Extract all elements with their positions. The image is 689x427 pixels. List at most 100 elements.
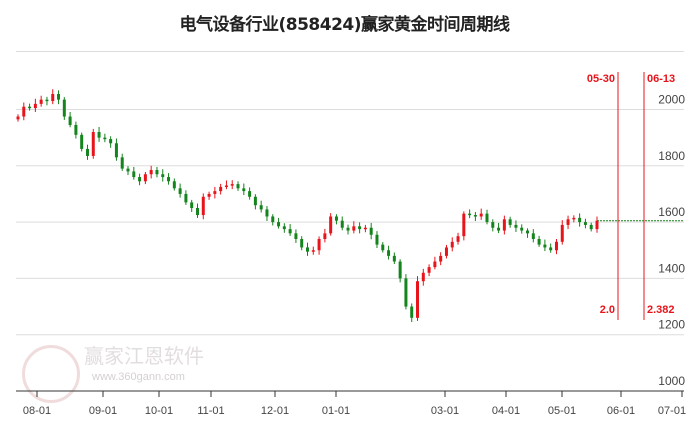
y-tick-label: 2000	[658, 93, 685, 107]
candle-body	[282, 226, 286, 230]
candle-body	[300, 238, 304, 248]
x-tick-label: 09-01	[89, 405, 117, 417]
x-tick-label: 06-01	[607, 405, 635, 417]
candle-body	[358, 226, 362, 230]
candle-body	[91, 132, 95, 156]
candle-body	[253, 196, 257, 206]
candle-body	[85, 148, 89, 156]
candle-body	[143, 174, 147, 182]
y-tick-label: 1200	[658, 318, 685, 332]
candle-body	[444, 247, 448, 256]
chart-title: 电气设备行业(858424)赢家黄金时间周期线	[179, 15, 510, 35]
candle-body	[531, 233, 535, 239]
candle-body	[126, 168, 130, 172]
candle-body	[236, 184, 240, 189]
candle-body	[114, 143, 118, 158]
candle-body	[554, 241, 558, 251]
candle-body	[410, 306, 414, 318]
y-tick-label: 1600	[658, 205, 685, 219]
candle-body	[468, 213, 472, 216]
candle-body	[149, 170, 153, 175]
candle-body	[230, 184, 234, 186]
x-tick-label: 03-01	[431, 405, 459, 417]
candle-body	[207, 193, 211, 197]
candle-body	[427, 267, 431, 273]
x-tick-label: 04-01	[492, 405, 520, 417]
candle-body	[317, 238, 321, 251]
candle-body	[352, 226, 356, 231]
candle-body	[381, 244, 385, 251]
candle-body	[178, 188, 182, 194]
candle-body	[195, 208, 199, 216]
x-tick-label: 01-01	[322, 405, 350, 417]
candle-body	[277, 222, 281, 227]
candle-body	[537, 238, 541, 245]
candle-body	[28, 106, 32, 109]
candle-body	[502, 219, 506, 231]
candle-body	[578, 217, 582, 223]
candle-body	[219, 186, 223, 192]
candle-body	[39, 99, 43, 104]
candle-body	[201, 196, 205, 216]
candle-body	[265, 209, 269, 217]
candle-body	[97, 132, 101, 138]
candle-body	[224, 185, 228, 188]
candle-body	[421, 272, 425, 282]
candle-body	[74, 124, 78, 135]
candle-body	[329, 216, 333, 234]
candle-body	[288, 229, 292, 234]
candle-body	[549, 247, 553, 251]
candle-body	[103, 137, 107, 140]
y-tick-label: 1000	[658, 374, 685, 388]
candle-body	[450, 241, 454, 248]
candle-body	[340, 220, 344, 228]
candle-body	[433, 261, 437, 268]
candle-body	[311, 250, 315, 252]
candle-body	[520, 227, 524, 231]
candle-body	[306, 247, 309, 252]
cycle-date-label: 05-30	[587, 73, 615, 85]
candle-body	[248, 191, 252, 197]
candle-body	[387, 250, 391, 256]
candle-body	[479, 213, 483, 217]
candle-body	[497, 227, 501, 231]
candle-body	[132, 171, 136, 178]
candle-body	[155, 170, 159, 175]
watermark-url: www.360gann.com	[92, 371, 185, 383]
x-tick-label: 07-01	[658, 405, 686, 417]
candle-body	[68, 116, 72, 125]
candle-body	[583, 222, 587, 225]
watermark-brand: 赢家江恩软件	[84, 344, 204, 368]
candle-body	[363, 227, 367, 230]
candle-body	[16, 116, 20, 120]
candle-body	[369, 227, 373, 235]
candle-body	[375, 234, 379, 245]
candle-body	[439, 255, 443, 262]
candle-body	[22, 106, 26, 117]
candle-body	[398, 261, 402, 279]
x-tick-label: 05-01	[548, 405, 576, 417]
candle-body	[184, 193, 188, 203]
candle-body	[167, 177, 171, 182]
candle-body	[456, 236, 460, 242]
candle-body	[485, 213, 489, 223]
candle-body	[572, 217, 576, 220]
candle-body	[271, 216, 275, 223]
candle-body	[213, 191, 217, 194]
candle-body	[120, 157, 124, 169]
candle-body	[392, 255, 396, 262]
candle-body	[161, 174, 165, 178]
candle-body	[242, 188, 246, 192]
candle-body	[190, 202, 194, 209]
candle-body	[473, 215, 477, 217]
candle-body	[566, 219, 570, 225]
candle-body	[543, 244, 547, 248]
candle-body	[526, 230, 530, 234]
candle-body	[45, 99, 49, 102]
candle-body	[404, 278, 408, 307]
cycle-ratio-label: 2.382	[647, 304, 675, 316]
candle-body	[508, 219, 512, 225]
y-tick-label: 1400	[658, 261, 685, 275]
candle-body	[334, 216, 338, 221]
